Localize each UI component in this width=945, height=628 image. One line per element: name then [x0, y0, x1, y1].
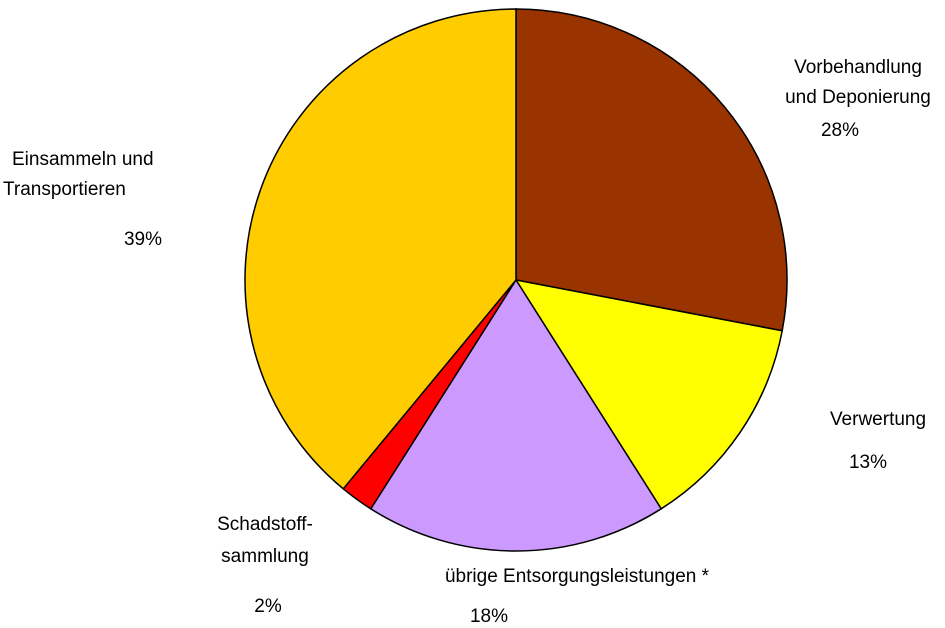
- pie-slice: [369, 278, 663, 552]
- pie-slice: [514, 278, 784, 510]
- slice-value: 28%: [821, 120, 859, 141]
- slice-label: sammlung: [221, 546, 309, 567]
- slice-value: 2%: [254, 596, 282, 617]
- slice-value: 13%: [849, 452, 887, 473]
- slice-value: 39%: [124, 229, 162, 250]
- slice-label: Vorbehandlung: [794, 57, 922, 78]
- slice-label: Schadstoff-: [217, 514, 313, 535]
- slice-label: Einsammeln und: [12, 149, 154, 170]
- slice-label: übrige Entsorgungsleistungen *: [445, 566, 710, 587]
- slice-label: Transportieren: [3, 179, 126, 200]
- slice-label: Verwertung: [830, 409, 926, 430]
- pie-slice: [515, 8, 788, 332]
- slice-label: und Deponierung: [785, 87, 931, 108]
- pie-slice: [244, 8, 517, 490]
- slice-value: 18%: [470, 606, 508, 627]
